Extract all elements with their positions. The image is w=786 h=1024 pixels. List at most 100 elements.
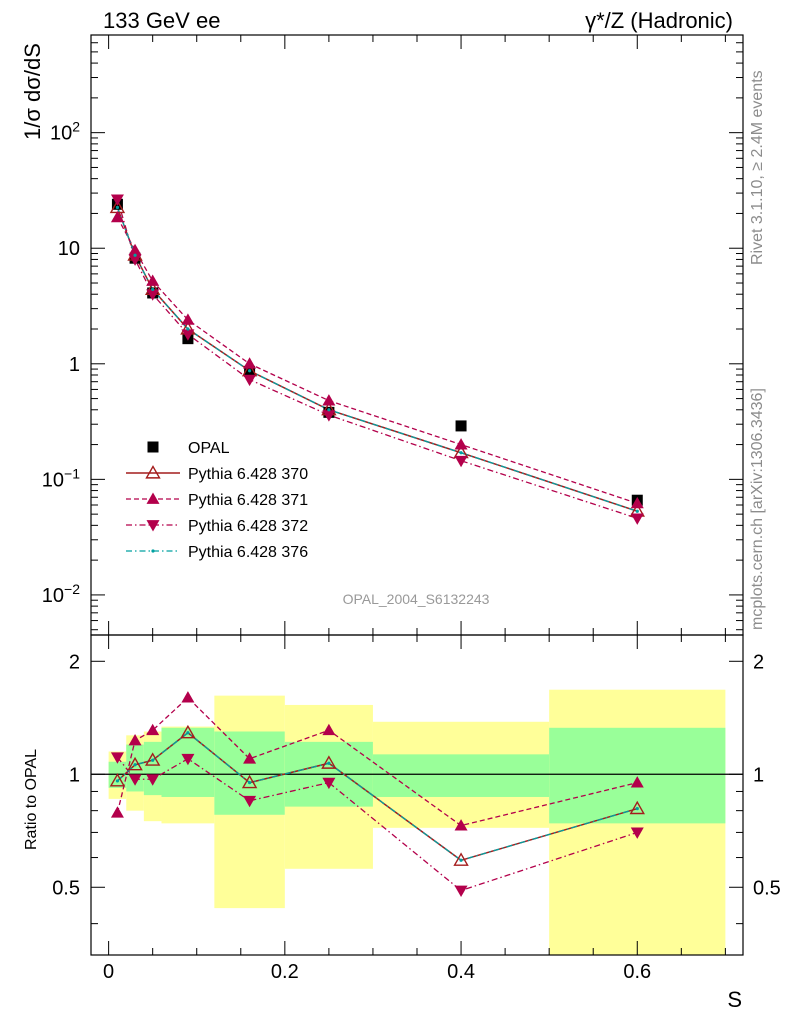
bottom-y-tick-labels: 0.5 0.5 1 1 2 2 (52, 651, 781, 899)
legend-marker (151, 549, 155, 553)
ratio-point (128, 774, 142, 786)
data-point (327, 408, 331, 412)
y-tick-label: 10−2 (42, 581, 80, 607)
y-tick-exponent: −1 (64, 465, 80, 481)
y-tick-label: 1 (69, 354, 80, 376)
mcplots-reference-label: mcplots.cern.ch [arXiv:1306.3436] (749, 388, 766, 630)
legend: OPAL Pythia 6.428 370 Pythia 6.428 371 Pyth… (126, 440, 308, 561)
ratio-point (243, 795, 257, 808)
header-right-label: γ*/Z (Hadronic) (585, 8, 733, 33)
ratio-point (128, 734, 142, 746)
ratio-series-line (116, 731, 638, 862)
y-tick-exponent: 2 (72, 119, 80, 135)
bottom-panel-ticks (91, 635, 743, 955)
data-point (635, 509, 639, 513)
top-panel-series (109, 194, 645, 525)
analysis-tag-label: OPAL_2004_S6132243 (343, 591, 490, 607)
data-point (151, 287, 155, 292)
inner-uncertainty-band (143, 741, 162, 796)
data-point (115, 205, 120, 210)
data-point (322, 394, 336, 406)
ratio-point (110, 806, 124, 818)
data-point (454, 455, 468, 468)
y-tick-label: 10 (58, 238, 80, 260)
y-tick-label-right: 2 (753, 651, 764, 673)
data-point (243, 357, 257, 369)
ratio-point (459, 858, 463, 862)
ratio-point (241, 774, 258, 789)
y-tick-label-left: 2 (69, 651, 80, 673)
ratio-point (321, 755, 337, 769)
data-point (128, 243, 142, 256)
ratio-point (110, 752, 124, 764)
top-panel-ticks (91, 34, 743, 635)
ratio-point (181, 691, 195, 703)
uncertainty-bands (108, 689, 726, 955)
bottom-panel-frame (90, 634, 744, 956)
data-point (243, 374, 257, 387)
legend-label: Pythia 6.428 376 (188, 544, 308, 561)
series-line (116, 217, 638, 504)
ratio-point (629, 800, 645, 815)
data-point (630, 496, 644, 509)
legend-label: Pythia 6.428 371 (188, 492, 308, 509)
ratio-point (180, 724, 196, 739)
ratio-series-line (116, 696, 638, 827)
data-point (146, 289, 160, 301)
x-tick-label: 0.6 (623, 961, 651, 983)
data-point (322, 410, 336, 422)
y-tick-label-right: 0.5 (753, 877, 781, 899)
x-tick-labels: 0 0.2 0.4 0.6 (103, 961, 651, 983)
series-line (116, 199, 638, 519)
data-point (181, 329, 195, 341)
data-point (247, 369, 252, 373)
y-tick-label: 102 (50, 119, 80, 145)
data-point (186, 327, 190, 331)
data-point (133, 253, 137, 257)
legend-label: Pythia 6.428 370 (188, 466, 308, 483)
x-tick-label: 0.4 (447, 961, 475, 983)
ratio-point (115, 779, 120, 783)
ratio-point (144, 752, 161, 766)
ratio-point (630, 776, 644, 788)
y-tick-label-left: 1 (69, 764, 80, 786)
ratio-point (322, 777, 336, 790)
x-axis-label: S (727, 987, 742, 1012)
ratio-point (454, 885, 468, 898)
legend-marker (146, 492, 160, 504)
top-y-tick-labels: 10−2 10−1 1 10 102 (42, 119, 80, 607)
ratio-point (243, 752, 257, 764)
ratio-point (453, 852, 469, 866)
header-left-label: 133 GeV ee (103, 8, 220, 33)
data-point (459, 451, 463, 455)
x-tick-label: 0.2 (271, 961, 299, 983)
data-point (110, 194, 124, 206)
bottom-panel-series (109, 691, 645, 898)
ratio-point (146, 723, 160, 736)
ratio-point (322, 723, 336, 736)
data-point (128, 254, 142, 266)
ratio-point (109, 773, 126, 787)
data-point (146, 274, 160, 286)
ratio-point (186, 731, 190, 735)
ratio-point (146, 774, 160, 786)
ratio-point (247, 781, 252, 785)
ratio-point (454, 819, 468, 831)
data-point (454, 438, 468, 450)
inner-uncertainty-band (372, 754, 550, 797)
rivet-version-label: Rivet 3.1.10, ≥ 2.4M events (749, 70, 766, 265)
legend-marker (146, 520, 160, 532)
y-tick-label: 10−1 (42, 465, 80, 491)
legend-label: Pythia 6.428 372 (188, 518, 308, 535)
data-point (110, 210, 124, 223)
y-tick-label-left: 0.5 (52, 877, 80, 899)
ratio-point (635, 807, 639, 811)
x-tick-label: 0 (103, 961, 114, 983)
data-point (630, 513, 644, 525)
data-point (455, 420, 467, 432)
ratio-point (151, 758, 155, 762)
y-tick-exponent: −2 (64, 581, 80, 597)
ratio-point (127, 756, 143, 771)
ratio-point (327, 761, 331, 765)
